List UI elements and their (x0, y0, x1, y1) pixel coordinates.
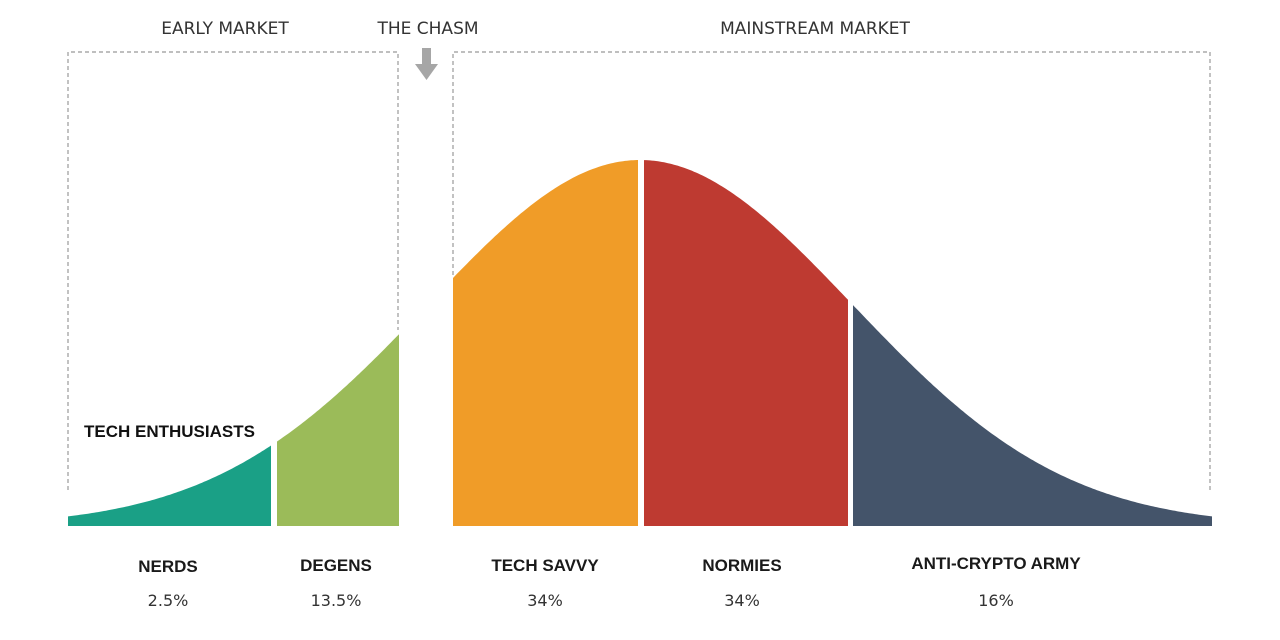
mainstream-market-bracket (452, 51, 1211, 490)
segment-labels: NERDS 2.5% DEGENS 13.5% TECH SAVVY 34% N… (138, 554, 1081, 610)
segment-name-degens: DEGENS (300, 556, 372, 575)
segment-name-nerds: NERDS (138, 557, 198, 576)
chasm-heading: THE CHASM (376, 19, 478, 39)
segment-percent-nerds: 2.5% (148, 591, 189, 610)
early-market-bracket (67, 51, 399, 490)
segment-name-anti-crypto-army: ANTI-CRYPTO ARMY (911, 554, 1081, 573)
mainstream-market-heading: MAINSTREAM MARKET (720, 19, 910, 39)
segment-name-tech-savvy: TECH SAVVY (491, 556, 599, 575)
segment-percent-normies: 34% (724, 591, 760, 610)
segment-percent-anti-crypto-army: 16% (978, 591, 1014, 610)
segment-degens (277, 334, 399, 526)
early-market-heading: EARLY MARKET (161, 19, 289, 39)
segment-percent-tech-savvy: 34% (527, 591, 563, 610)
tech-enthusiasts-label: TECH ENTHUSIASTS (84, 422, 255, 441)
segment-normies (644, 160, 848, 526)
chasm-arrow-icon (415, 48, 438, 80)
segment-anti-crypto-army (853, 305, 1212, 526)
segment-name-normies: NORMIES (702, 556, 781, 575)
bell-curve (68, 160, 1212, 526)
segment-nerds (68, 445, 271, 526)
segment-tech-savvy (453, 160, 638, 526)
segment-percent-degens: 13.5% (311, 591, 362, 610)
